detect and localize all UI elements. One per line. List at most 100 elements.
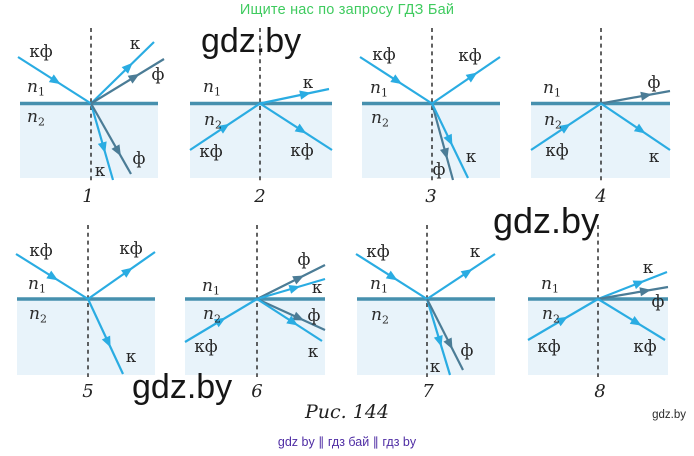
ray-arrowhead-icon — [292, 311, 305, 321]
ray-arrowhead-icon — [46, 270, 59, 281]
light-ray-к — [426, 253, 496, 300]
ray-arrowhead-icon — [632, 280, 645, 290]
ray-arrowhead-icon — [292, 275, 305, 285]
medium-label-n2: n2 — [204, 110, 222, 132]
ray-arrowhead-icon — [390, 74, 403, 85]
ray-label-ф: ф — [648, 73, 661, 92]
panel-number: 6 — [251, 381, 262, 402]
ray-arrowhead-icon — [460, 268, 473, 279]
light-ray-к — [87, 298, 124, 375]
medium-label-n2: n2 — [27, 107, 45, 129]
ray-label-к: к — [308, 342, 319, 361]
medium-n2-region — [185, 300, 325, 375]
ray-label-к: к — [126, 347, 137, 366]
ray-arrowhead-icon — [439, 147, 449, 160]
ray-arrowhead-icon — [299, 90, 311, 100]
top-search-banner: Ищите нас по запросу ГДЗ Бай — [239, 2, 455, 18]
ray-arrowhead-icon — [217, 123, 230, 134]
medium-label-n1: n1 — [541, 274, 559, 296]
light-ray-ф — [600, 89, 671, 105]
medium-n2-region — [190, 105, 332, 178]
ray-arrowhead-icon — [286, 315, 299, 326]
ray-label-кф: кф — [633, 337, 656, 356]
panel-5: кф кф к n1 n2 5 — [15, 225, 156, 402]
ray-label-ф: ф — [433, 160, 446, 179]
ray-arrowhead-icon — [443, 133, 453, 146]
ray-arrowhead-icon — [385, 270, 398, 281]
light-ray-к — [600, 102, 671, 151]
ray-arrowhead-icon — [294, 123, 307, 134]
panel-number: 2 — [253, 186, 265, 207]
light-ray-кф — [431, 56, 501, 105]
ray-label-к: к — [303, 73, 314, 92]
ray-arrowhead-icon — [433, 334, 443, 347]
ray-arrowhead-icon — [121, 267, 133, 278]
ray-label-кф: кф — [29, 241, 52, 260]
medium-label-n1: n1 — [203, 77, 221, 99]
ray-label-к: к — [95, 161, 106, 180]
ray-label-ф: ф — [298, 250, 311, 269]
medium-label-n1: n1 — [28, 274, 46, 296]
light-ray-ф — [90, 102, 132, 175]
ray-arrowhead-icon — [465, 72, 478, 83]
ray-label-кф: кф — [199, 142, 222, 161]
light-ray-ф — [256, 264, 326, 300]
light-ray-ф — [430, 103, 455, 181]
ray-label-ф: ф — [308, 306, 321, 325]
panel-number: 3 — [425, 186, 436, 207]
medium-label-n2: n2 — [544, 110, 562, 132]
ray-label-кф: кф — [194, 337, 217, 356]
ray-label-кф: кф — [545, 141, 568, 160]
ray-arrowhead-icon — [121, 62, 133, 74]
ray-label-ф: ф — [461, 341, 474, 360]
ray-label-кф: кф — [537, 337, 560, 356]
figure-caption: Рис. 144 — [304, 401, 389, 423]
light-ray-кф — [87, 251, 156, 300]
ray-arrowhead-icon — [558, 123, 571, 134]
ray-label-кф: кф — [29, 42, 52, 61]
ray-label-к: к — [470, 242, 481, 261]
watermark-gdzby-1: gdz.by — [201, 22, 302, 60]
panel-number: 1 — [82, 186, 93, 207]
light-ray-к — [90, 41, 155, 105]
ray-label-к: к — [466, 147, 477, 166]
medium-label-n1: n1 — [202, 276, 220, 298]
ray-arrowhead-icon — [629, 315, 642, 326]
ray-arrowhead-icon — [639, 287, 652, 297]
medium-label-n2: n2 — [29, 304, 47, 326]
ray-label-к: к — [430, 357, 441, 376]
medium-n2-region — [362, 105, 500, 178]
panel-number: 4 — [594, 186, 606, 207]
ray-label-ф: ф — [652, 292, 665, 311]
light-ray-к — [597, 270, 668, 301]
light-ray-к — [259, 87, 330, 105]
ray-label-кф: кф — [372, 45, 395, 64]
ray-arrowhead-icon — [443, 337, 453, 350]
light-ray-ф — [426, 298, 464, 371]
ray-label-к: к — [130, 34, 141, 53]
ray-arrowhead-icon — [640, 91, 652, 101]
ray-arrowhead-icon — [633, 123, 646, 134]
medium-label-n1: n1 — [543, 78, 561, 100]
medium-label-n1: n1 — [370, 78, 388, 100]
light-ray-ф — [256, 297, 326, 332]
ray-label-кф: кф — [119, 239, 142, 258]
medium-label-n2: n2 — [203, 304, 221, 326]
ray-label-ф: ф — [133, 149, 146, 168]
ray-arrowhead-icon — [288, 284, 301, 294]
ray-label-кф: кф — [366, 242, 389, 261]
light-ray-кф — [597, 298, 666, 341]
ray-arrowhead-icon — [97, 141, 107, 154]
ray-arrowhead-icon — [48, 74, 61, 85]
ray-arrowhead-icon — [555, 316, 568, 327]
panel-number: 7 — [422, 381, 434, 402]
light-ray-к — [89, 103, 115, 181]
ray-label-ф: ф — [152, 65, 165, 84]
medium-n2-region — [20, 105, 158, 178]
panel-4: кф ф к n1 n2 4 — [530, 28, 671, 207]
